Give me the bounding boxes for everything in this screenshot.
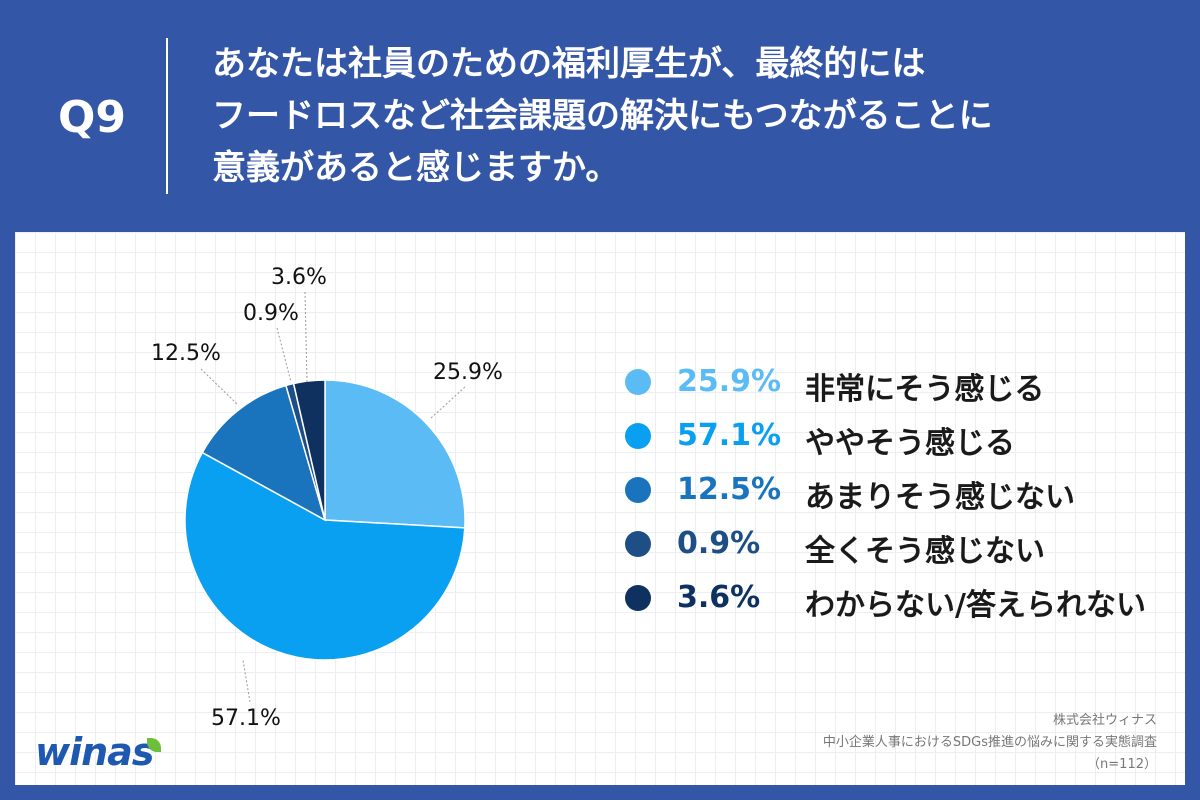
question-line-1: あなたは社員のための福利厚生が、最終的には xyxy=(212,44,926,84)
legend-label: 全くそう感じない xyxy=(805,534,1045,569)
legend-dot-icon xyxy=(625,369,651,395)
legend-value: 3.6% xyxy=(677,580,761,615)
slice-value-label-4: 0.9% xyxy=(243,301,299,326)
source-sample: （n=112） xyxy=(1087,757,1157,772)
legend-dot-icon xyxy=(625,423,651,449)
legend-label: あまりそう感じない xyxy=(805,480,1075,515)
pie-slice-1 xyxy=(324,379,466,529)
legend-dot-icon xyxy=(625,477,651,503)
legend-value: 25.9% xyxy=(677,364,782,399)
legend-dot-icon xyxy=(625,531,651,557)
legend-dot-icon xyxy=(625,585,651,611)
legend-label: わからない/答えられない xyxy=(805,588,1146,623)
header-divider xyxy=(166,38,168,194)
winas-logo: winas xyxy=(35,730,154,774)
slice-value-label-1: 25.9% xyxy=(433,360,503,385)
source-survey: 中小企業人事におけるSDGs推進の悩みに関する実態調査 xyxy=(822,735,1157,750)
leader-line-2 xyxy=(242,659,251,703)
source-company: 株式会社ウィナス xyxy=(1052,713,1157,728)
legend-value: 57.1% xyxy=(677,418,782,453)
question-line-2: フードロスなど社会課題の解決にもつながることに xyxy=(212,96,993,136)
slice-value-label-3: 12.5% xyxy=(151,341,221,366)
question-number: Q9 xyxy=(58,92,127,143)
question-header: Q9 あなたは社員のための福利厚生が、最終的には フードロスなど社会課題の解決に… xyxy=(0,0,1200,232)
legend-value: 0.9% xyxy=(677,526,761,561)
legend-item-1: 25.9% 非常にそう感じる xyxy=(625,362,1044,407)
legend-item-5: 3.6% わからない/答えられない xyxy=(625,578,1146,623)
chart-panel: 25.9% 57.1% 12.5% 0.9% 3.6% 25.9% 非常にそう感じる 57.… xyxy=(15,232,1185,785)
slice-value-label-5: 3.6% xyxy=(271,265,327,290)
legend-item-2: 57.1% ややそう感じる xyxy=(625,416,1015,461)
question-text: あなたは社員のための福利厚生が、最終的には フードロスなど社会課題の解決にもつな… xyxy=(212,38,1172,194)
leader-line-5 xyxy=(304,291,308,383)
leader-line-1 xyxy=(430,386,466,419)
legend-label: ややそう感じる xyxy=(805,426,1015,461)
pie-slice-2 xyxy=(184,451,466,661)
slice-value-label-2: 57.1% xyxy=(211,706,281,731)
legend-value: 12.5% xyxy=(677,472,782,507)
pie-slice-3 xyxy=(201,384,327,522)
leader-line-3 xyxy=(200,368,238,405)
legend-item-4: 0.9% 全くそう感じない xyxy=(625,524,1045,569)
leader-line-4 xyxy=(276,327,292,383)
pie-chart: 25.9% 57.1% 12.5% 0.9% 3.6% xyxy=(151,265,503,731)
pie-slice-5 xyxy=(292,379,326,521)
logo-leaf-icon xyxy=(147,738,161,752)
legend-label: 非常にそう感じる xyxy=(805,372,1045,407)
source-note: 株式会社ウィナス 中小企業人事におけるSDGs推進の悩みに関する実態調査 （n=… xyxy=(823,710,1157,776)
question-line-3: 意義があると感じますか。 xyxy=(212,148,620,188)
legend-item-3: 12.5% あまりそう感じない xyxy=(625,470,1075,515)
